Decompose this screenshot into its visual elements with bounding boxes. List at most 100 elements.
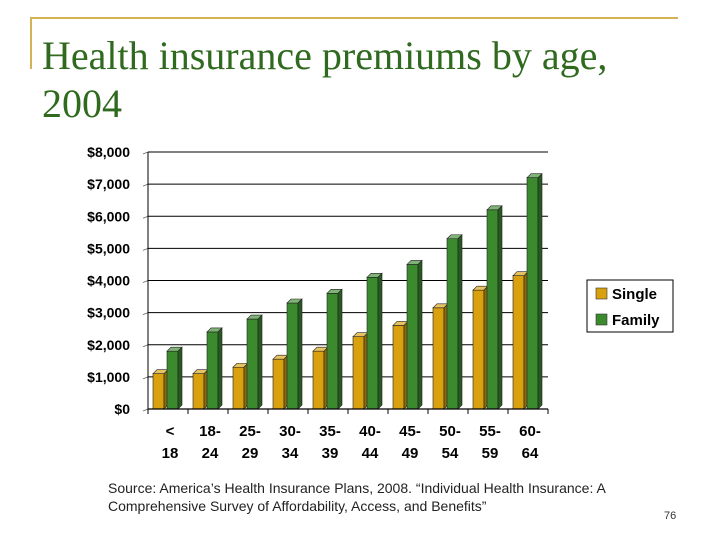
- bar-side: [377, 272, 383, 410]
- source-citation: Source: America’s Health Insurance Plans…: [108, 480, 606, 514]
- bar-front: [246, 318, 259, 410]
- bar-front: [232, 366, 245, 410]
- page-number: 76: [664, 510, 677, 522]
- x-tick-label-line: 64: [522, 445, 539, 462]
- bar-front: [526, 177, 539, 410]
- x-tick-label-line: 45-: [399, 423, 421, 440]
- x-tick-label: <18: [162, 423, 179, 462]
- title-frame-top-rule: [30, 17, 678, 19]
- y-tick-mark: [142, 215, 149, 219]
- y-tick-label: $1,000: [87, 369, 130, 385]
- x-tick-label-line: 54: [442, 445, 459, 462]
- bar-single-5: [352, 331, 369, 410]
- bar-single-2: [232, 362, 249, 410]
- bar-front: [486, 209, 499, 410]
- x-tick-label-line: 39: [322, 445, 339, 462]
- bar-front: [366, 276, 379, 410]
- bar-side: [537, 172, 543, 410]
- bar-side: [337, 288, 343, 410]
- x-axis-tick-labels: <1818-2425-2930-3435-3940-4445-4950-5455…: [162, 423, 541, 462]
- y-tick-mark: [142, 376, 149, 380]
- bar-front: [406, 264, 419, 410]
- y-tick-label: $0: [114, 401, 130, 417]
- x-tick-label-line: 18: [162, 445, 179, 462]
- bar-front: [312, 350, 325, 410]
- x-tick-label-line: 49: [402, 445, 419, 462]
- x-tick-label-line: 34: [282, 445, 299, 462]
- bar-family-1: [206, 327, 223, 410]
- bar-family-8: [486, 205, 503, 410]
- bar-front: [326, 293, 339, 410]
- bar-side: [457, 234, 463, 410]
- x-tick-label: 35-39: [319, 423, 341, 462]
- x-tick-label-line: 40-: [359, 423, 381, 440]
- y-tick-label: $7,000: [87, 176, 130, 192]
- x-tick-label-line: 25-: [239, 423, 261, 440]
- bar-family-3: [286, 298, 303, 410]
- bar-family-6: [406, 259, 423, 410]
- x-tick-label-line: <: [166, 423, 175, 440]
- x-tick-label-line: 55-: [479, 423, 501, 440]
- y-tick-mark: [142, 280, 149, 283]
- bar-single-4: [312, 346, 329, 410]
- y-tick-mark: [142, 408, 149, 412]
- bar-front: [166, 350, 179, 410]
- bar-front: [152, 373, 165, 410]
- chart-legend: Single Family: [586, 279, 674, 333]
- y-tick-mark: [142, 312, 149, 315]
- bar-front: [352, 336, 365, 410]
- y-tick-mark: [142, 344, 149, 348]
- bar-front: [432, 307, 445, 410]
- bar-single-7: [432, 303, 449, 410]
- x-tick-label: 18-24: [199, 423, 221, 462]
- bar-front: [272, 358, 285, 410]
- bar-single-9: [512, 270, 529, 410]
- x-tick-label: 45-49: [399, 423, 421, 462]
- bar-single-8: [472, 285, 489, 410]
- bar-front: [446, 238, 459, 410]
- legend-swatch-family: [595, 313, 608, 326]
- bar-front: [206, 331, 219, 410]
- x-tick-label-line: 44: [362, 445, 379, 462]
- legend-swatch-single: [595, 287, 608, 300]
- bar-front: [472, 289, 485, 410]
- bar-family-2: [246, 314, 263, 410]
- x-tick-label: 40-44: [359, 423, 381, 462]
- bar-family-9: [526, 172, 543, 410]
- y-tick-label: $5,000: [87, 240, 130, 256]
- bar-single-3: [272, 354, 289, 410]
- bar-single-6: [392, 320, 409, 410]
- x-tick-label: 55-59: [479, 423, 501, 462]
- y-tick-label: $6,000: [87, 208, 130, 224]
- x-tick-label-line: 59: [482, 445, 499, 462]
- y-tick-label: $3,000: [87, 305, 130, 321]
- x-tick-label-line: 18-: [199, 423, 221, 440]
- x-tick-label: 50-54: [439, 423, 461, 462]
- bar-side: [297, 298, 303, 410]
- x-tick-label-line: 24: [202, 445, 219, 462]
- x-tick-label: 25-29: [239, 423, 261, 462]
- bar-side: [417, 259, 423, 410]
- legend-label-single: Single: [612, 286, 657, 303]
- title-frame-left-rule: [30, 17, 32, 69]
- slide-title: Health insurance premiums by age, 2004: [42, 33, 608, 126]
- bar-side: [177, 346, 183, 410]
- x-tick-label-line: 35-: [319, 423, 341, 440]
- bar-family-4: [326, 288, 343, 410]
- bar-single-0: [152, 368, 169, 410]
- bar-family-5: [366, 272, 383, 410]
- y-axis-tick-labels: $0 $1,000 $2,000 $3,000 $4,000 $5,000 $6,000 $7…: [87, 144, 130, 417]
- bar-single-1: [192, 368, 209, 410]
- axes: [147, 152, 549, 414]
- bar-side: [497, 205, 503, 410]
- x-tick-label-line: 30-: [279, 423, 301, 440]
- bar-front: [392, 325, 405, 410]
- bar-side: [217, 327, 223, 410]
- x-tick-label-line: 29: [242, 445, 259, 462]
- y-tick-label: $2,000: [87, 337, 130, 353]
- legend-label-family: Family: [612, 312, 660, 329]
- x-tick-label-line: 60-: [519, 423, 541, 440]
- x-tick-label: 60-64: [519, 423, 541, 462]
- y-tick-mark: [142, 151, 149, 155]
